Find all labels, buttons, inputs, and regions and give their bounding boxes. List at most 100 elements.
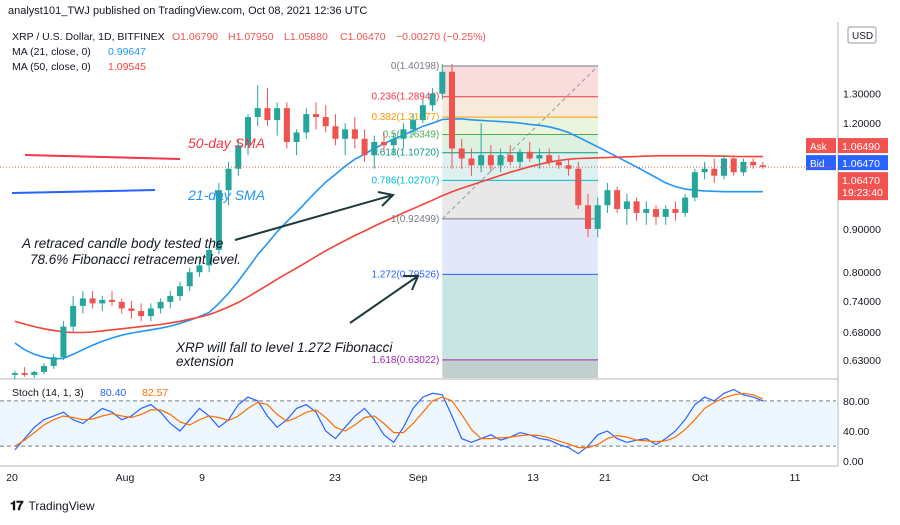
fib-level-label: 1.272(0.79526) bbox=[371, 269, 439, 280]
stoch-k-value: 80.40 bbox=[100, 387, 126, 399]
candle-body bbox=[487, 155, 494, 166]
price-tick-label: 1.30000 bbox=[843, 89, 881, 101]
candle-body bbox=[167, 295, 174, 302]
candle-body bbox=[565, 165, 572, 169]
candle-body bbox=[536, 155, 543, 159]
candle-body bbox=[497, 155, 504, 166]
candle-body bbox=[147, 308, 154, 317]
stoch-line-d bbox=[14, 392, 764, 449]
arrow-retrace-head bbox=[377, 191, 396, 207]
time-tick-label: Aug bbox=[116, 472, 135, 484]
candle-body bbox=[118, 301, 125, 309]
candle-body bbox=[468, 158, 475, 166]
price-tick-label: 0.80000 bbox=[843, 267, 881, 279]
candle-body bbox=[400, 129, 407, 139]
candle-body bbox=[361, 138, 368, 156]
retrace-note-line2: 78.6% Fibonacci retracement level. bbox=[30, 252, 241, 267]
stoch-tick-label: 80.00 bbox=[843, 396, 869, 408]
candle-body bbox=[342, 129, 349, 139]
candle-body bbox=[516, 151, 524, 162]
ohlc-change: −0.00270 (−0.25%) bbox=[396, 31, 486, 43]
candle-body bbox=[21, 373, 28, 375]
ohlc-close: C1.06470 bbox=[340, 31, 386, 43]
price-tick-label: 0.68000 bbox=[843, 327, 881, 339]
stoch-title: Stoch (14, 1, 3) bbox=[12, 387, 84, 399]
bid-price-tag bbox=[838, 155, 888, 171]
fib-trend-line bbox=[441, 65, 599, 220]
candle-body bbox=[206, 249, 213, 266]
fib-level-label: 0.786(1.02707) bbox=[371, 175, 439, 186]
candle-body bbox=[691, 172, 698, 198]
sma21-legend-line bbox=[11, 189, 156, 194]
candle-body bbox=[643, 209, 650, 213]
ma21-label: MA (21, close, 0) bbox=[12, 46, 91, 58]
ma21-value: 0.99647 bbox=[108, 46, 146, 58]
candle-body bbox=[507, 155, 514, 162]
candle-body bbox=[448, 71, 456, 149]
fib-level-label: 1.618(0.63022) bbox=[371, 355, 439, 366]
candle-body bbox=[740, 161, 747, 173]
fib-zone bbox=[442, 274, 598, 360]
stoch-d-value: 82.57 bbox=[142, 387, 168, 399]
ask-label: Ask bbox=[810, 142, 828, 153]
candle-body bbox=[264, 108, 271, 121]
ohlc-low: L1.05880 bbox=[284, 31, 328, 43]
fib-level-label: 0.236(1.28940) bbox=[371, 92, 439, 103]
candle-body bbox=[458, 148, 465, 159]
candle-body bbox=[40, 365, 48, 372]
tradingview-logo-icon: 𝟏𝟕 bbox=[10, 498, 24, 513]
currency-label: USD bbox=[852, 31, 873, 42]
bid-label: Bid bbox=[810, 159, 824, 170]
price-tick-label: 1.20000 bbox=[843, 118, 881, 130]
ma-line-50 bbox=[14, 155, 763, 334]
time-tick-label: Sep bbox=[409, 472, 428, 484]
candle-body bbox=[672, 209, 679, 213]
arrow-fall-head bbox=[403, 275, 420, 291]
stoch-tick-label: 40.00 bbox=[843, 426, 869, 438]
fib-zone bbox=[442, 96, 598, 118]
candle-body bbox=[633, 201, 640, 213]
price-tick-label: 0.74000 bbox=[843, 296, 881, 308]
fib-level-label: 1(0.92499) bbox=[391, 214, 439, 225]
sma21-annotation: 21-day SMA bbox=[187, 187, 265, 203]
candle-body bbox=[410, 120, 417, 130]
candle-body bbox=[89, 298, 96, 304]
candle-body bbox=[312, 114, 320, 118]
candle-body bbox=[662, 209, 669, 217]
stoch-band-fill bbox=[0, 400, 836, 447]
fall-note-line1: XRP will fall to level 1.272 Fibonacci bbox=[175, 340, 393, 355]
candle-body bbox=[759, 165, 766, 168]
fall-note-line2: extension bbox=[176, 354, 234, 369]
candle-body bbox=[623, 201, 630, 210]
candle-body bbox=[380, 142, 388, 146]
bid-tag bbox=[806, 155, 836, 171]
candle-body bbox=[70, 305, 77, 327]
ask-price-tag bbox=[838, 138, 888, 154]
candle-body bbox=[332, 126, 339, 139]
brand: 𝟏𝟕 TradingView bbox=[10, 498, 95, 514]
candle-body bbox=[730, 158, 737, 173]
candle-body bbox=[555, 161, 562, 166]
candle-body bbox=[225, 168, 232, 191]
ohlc-open: O1.06790 bbox=[172, 31, 218, 43]
fib-level-label: 0.382(1.21977) bbox=[371, 112, 439, 123]
time-tick-label: 20 bbox=[6, 472, 18, 484]
time-tick-label: 21 bbox=[599, 472, 611, 484]
candle-body bbox=[720, 158, 728, 176]
price-tick-label: 0.90000 bbox=[843, 224, 881, 236]
brand-name: TradingView bbox=[28, 499, 95, 513]
candle-body bbox=[390, 138, 397, 146]
stoch-tick-label: 0.00 bbox=[843, 456, 864, 468]
candle-body bbox=[138, 310, 145, 317]
fib-zone bbox=[442, 218, 598, 275]
fib-zone-tail bbox=[442, 359, 598, 378]
fib-zone bbox=[442, 180, 598, 219]
candle-body bbox=[235, 145, 242, 169]
sma50-legend-line bbox=[24, 154, 181, 160]
candle-body bbox=[157, 301, 164, 309]
candle-body bbox=[283, 108, 290, 143]
candle-body bbox=[701, 168, 708, 173]
candle-body bbox=[254, 108, 261, 118]
